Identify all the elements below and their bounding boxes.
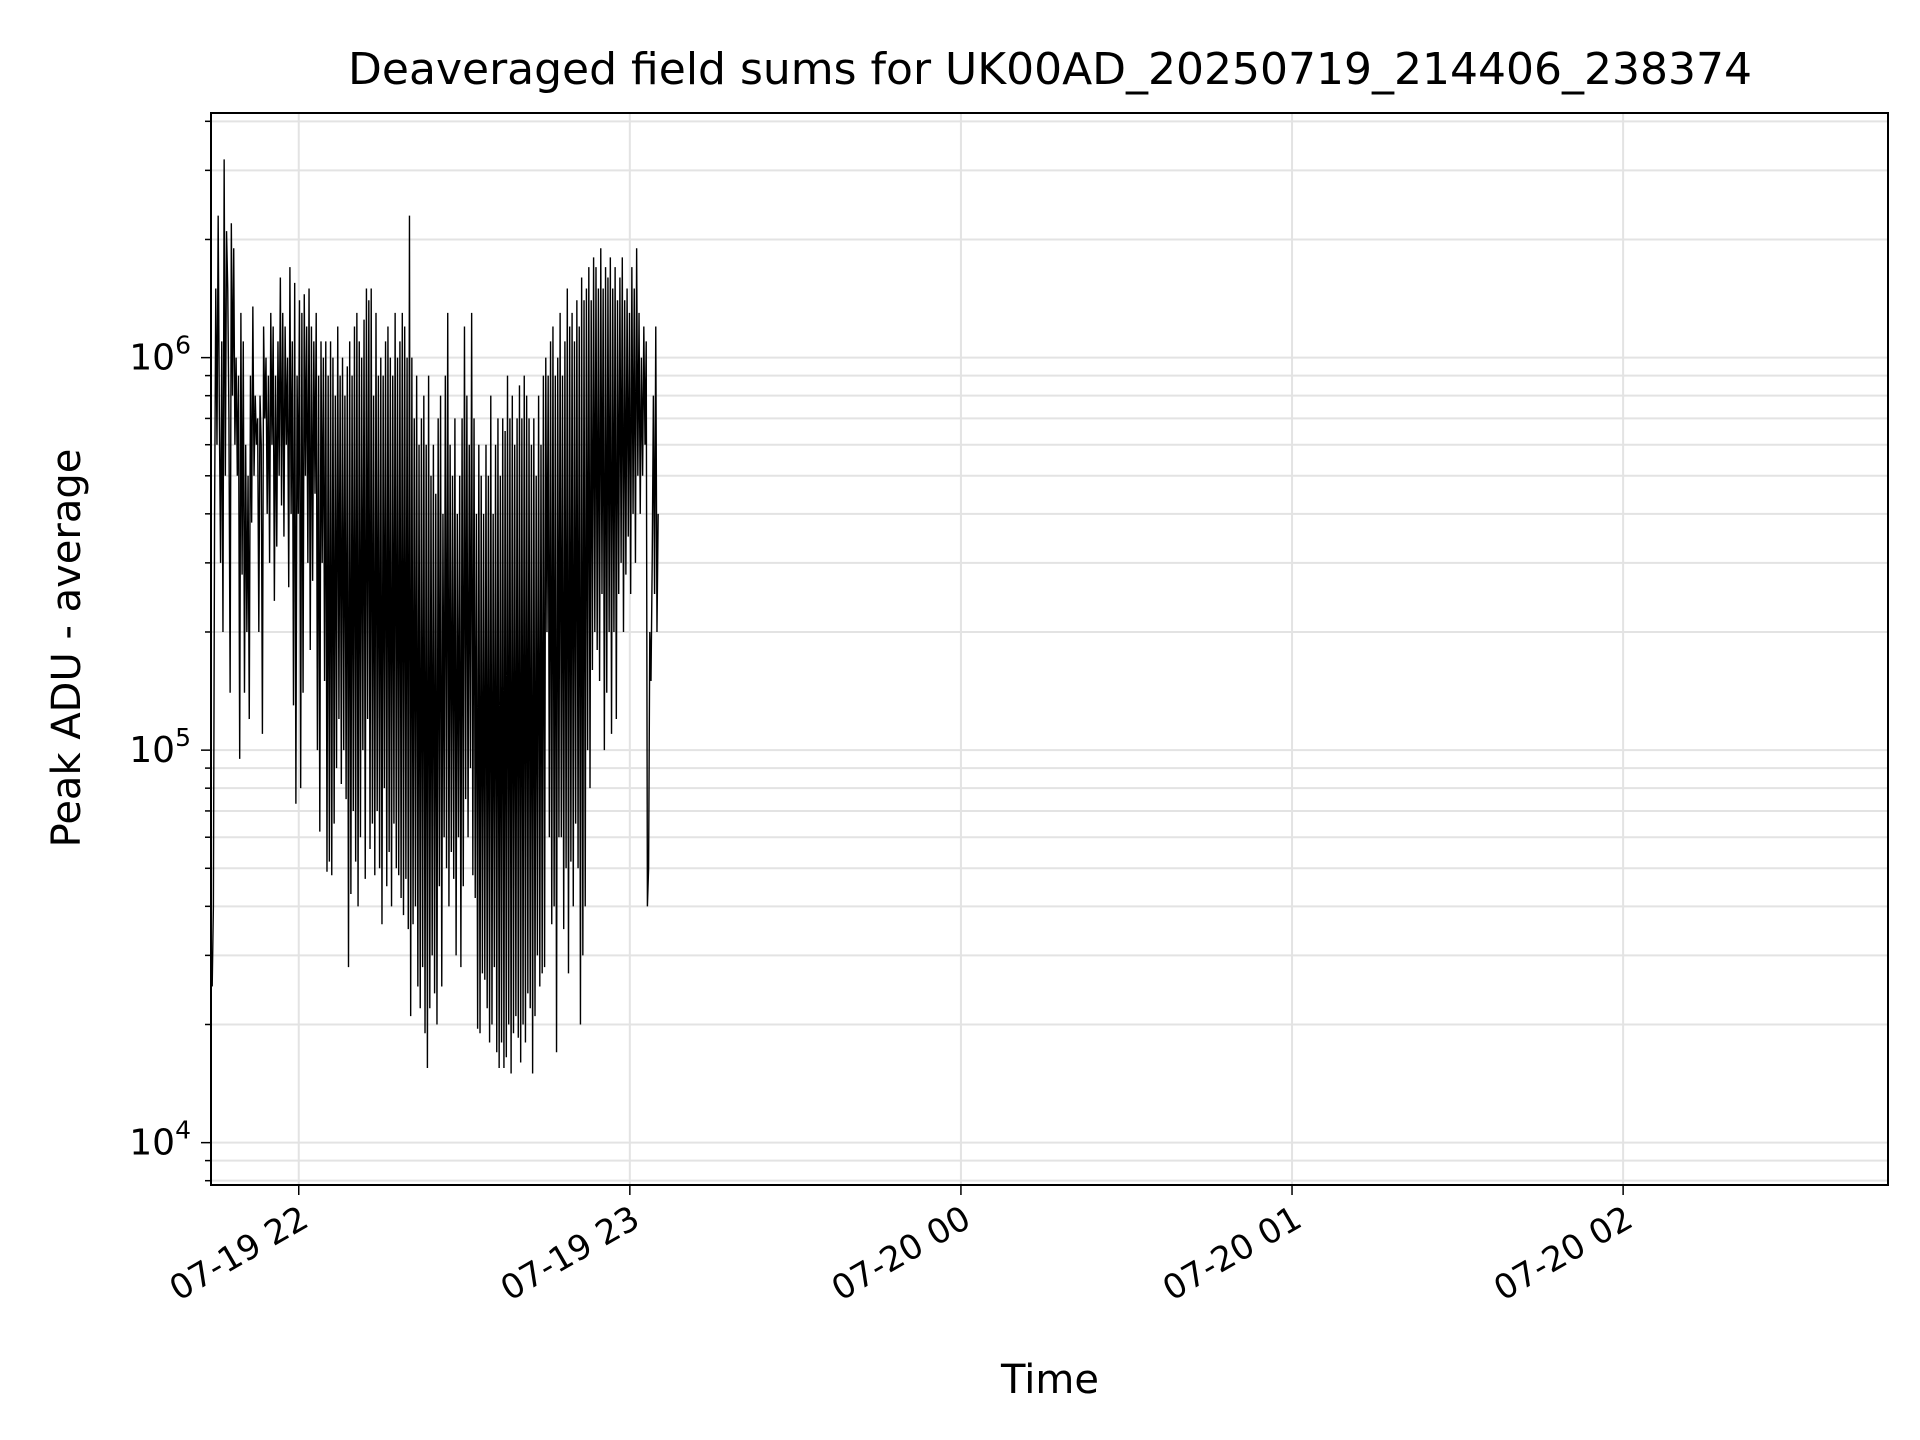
y-tick-label: 106 — [129, 331, 191, 379]
y-axis-label: Peak ADU - average — [44, 449, 90, 848]
series-line — [211, 159, 659, 1074]
y-tick-label: 104 — [129, 1116, 191, 1164]
y-tick-label: 105 — [129, 723, 191, 771]
chart-title: Deaveraged field sums for UK00AD_2025071… — [348, 44, 1752, 95]
x-axis-label: Time — [1000, 1357, 1099, 1403]
data-series — [211, 159, 659, 1074]
plot-frame — [210, 112, 1889, 1186]
